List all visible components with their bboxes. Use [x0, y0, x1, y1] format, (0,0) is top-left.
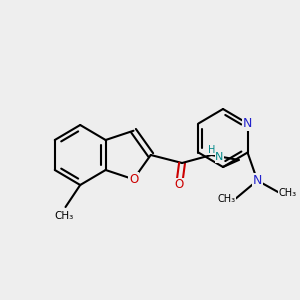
Text: O: O: [129, 173, 138, 186]
Text: H: H: [208, 145, 215, 155]
Text: CH₃: CH₃: [218, 194, 236, 203]
Text: CH₃: CH₃: [279, 188, 297, 197]
Text: CH₃: CH₃: [54, 211, 73, 221]
Text: O: O: [175, 178, 184, 191]
Text: N: N: [243, 117, 252, 130]
Text: N: N: [215, 152, 224, 162]
Text: N: N: [253, 174, 262, 187]
